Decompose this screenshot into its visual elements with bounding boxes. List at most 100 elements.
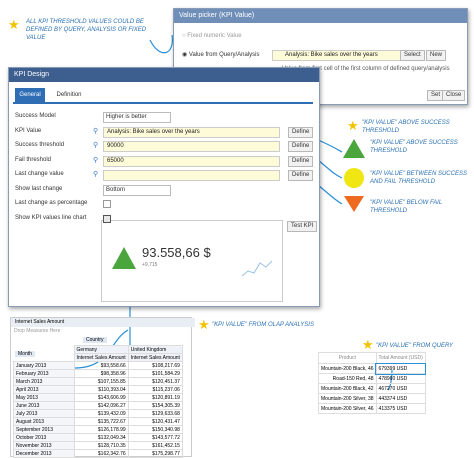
search-icon: ⚲ xyxy=(93,171,99,178)
month-field[interactable]: Month xyxy=(15,351,35,357)
callout: "KPI VALUE" FROM OLAP ANALYSIS xyxy=(212,322,314,328)
pivot-cell: $150,340.98 xyxy=(127,425,183,434)
query-cell: 478960 USD xyxy=(375,373,426,384)
callout: "KPI VALUE" FROM QUERY xyxy=(376,343,454,349)
pivot-cell: $154,305.39 xyxy=(127,401,183,410)
kpi-design-window: KPI Design General Definition 93.558,66 … xyxy=(8,67,320,307)
checkbox[interactable] xyxy=(103,214,111,223)
dropdown[interactable]: Higher is better xyxy=(103,112,171,123)
pivot-cell: $120,431.47 xyxy=(127,417,183,426)
pivot-cell: $128,710.35 xyxy=(73,441,129,450)
row-header: July 2013 xyxy=(13,409,75,418)
text-field[interactable]: 65000 xyxy=(103,155,280,167)
query-cell: Mountain-200 Black, 46 xyxy=(318,363,377,374)
corner xyxy=(14,354,75,362)
window-title: KPI Design xyxy=(9,68,319,82)
column-header: Product xyxy=(318,352,377,364)
radio-query[interactable]: ◉ Value from Query/Analysis xyxy=(182,52,260,58)
pivot-cell: $135,722.67 xyxy=(73,417,129,426)
row-header: October 2013 xyxy=(13,433,75,442)
green-triangle xyxy=(343,139,365,158)
pivot-cell: $129,633.68 xyxy=(127,409,183,418)
checkbox[interactable] xyxy=(103,200,111,208)
search-icon: ⚲ xyxy=(93,142,99,149)
pivot-cell: $93,558.66 xyxy=(73,361,129,370)
pivot-cell: $175,298.77 xyxy=(127,449,183,458)
search-icon: ⚲ xyxy=(93,127,99,135)
pivot-cell: $161,452.15 xyxy=(127,441,183,450)
pivot-row: December 2013 $162,342.76 $175,298.77 xyxy=(13,449,183,458)
pivot-cell: $120,451.37 xyxy=(127,377,183,386)
callout: ALL KPI THRESHOLD VALUES COULD BE DEFINE… xyxy=(26,19,147,41)
tab[interactable]: General xyxy=(15,88,45,102)
query-cell: 467270 USD xyxy=(375,383,426,394)
star-icon: ★ xyxy=(362,337,374,352)
country-field[interactable]: Country xyxy=(83,337,107,343)
header-row: Germany United Kingdom xyxy=(14,345,183,354)
text-field[interactable]: Analysis: Bike sales over the years xyxy=(103,126,280,138)
field-label: KPI Value xyxy=(15,127,42,134)
pivot-cell: $142,096.27 xyxy=(73,401,129,410)
field-label: Last change as percentage xyxy=(15,200,88,206)
pivot-cell: $107,155.85 xyxy=(73,377,129,386)
pivot-row: August 2013 $135,722.67 $120,431.47 xyxy=(13,417,183,426)
query-cell: 413375 USD xyxy=(375,403,426,414)
field-label: Last change value xyxy=(15,171,64,177)
pivot-cell: $98,358.96 xyxy=(73,369,129,378)
row-header: August 2013 xyxy=(13,417,75,426)
define-button[interactable]: Define xyxy=(288,155,314,167)
row-header: May 2013 xyxy=(13,393,75,402)
field-label: Show KPI values line chart xyxy=(15,214,87,221)
pivot-cell: $143,577.72 xyxy=(127,433,183,442)
star-icon: ★ xyxy=(347,118,359,133)
query-table: Product Total Amount (USD) Mountain-200 Bl… xyxy=(318,352,427,414)
sparkline xyxy=(241,260,273,277)
dialog-title: Value picker (KPI Value) xyxy=(174,9,467,23)
radio-fixed[interactable]: ○ Fixed numeric Value xyxy=(182,33,242,39)
pivot-cell: $110,393.04 xyxy=(73,385,129,394)
new-button[interactable]: New xyxy=(426,50,447,61)
callout: "KPI VALUE" ABOVE SUCCESS THRESHOLD xyxy=(370,140,458,154)
pivot-table: Germany United Kingdom Internet Sales Amou… xyxy=(13,345,183,458)
query-field[interactable]: Analysis: Bike sales over the years xyxy=(272,50,406,61)
test-button[interactable]: Test KPI xyxy=(287,221,318,232)
row-header: March 2013 xyxy=(13,377,75,386)
tab[interactable]: Definition xyxy=(56,92,82,98)
query-cell: 443374 USD xyxy=(375,393,426,404)
define-button[interactable]: Define xyxy=(288,170,314,181)
pivot-grid: Internet Sales Amount Drop Measures Here… xyxy=(10,317,195,458)
close-button[interactable]: Close xyxy=(442,90,466,101)
callout: "KPI VALUE" BELOW FAIL THRESHOLD xyxy=(370,200,443,214)
pivot-row: June 2013 $142,096.27 $154,305.39 xyxy=(13,401,183,410)
define-button[interactable]: Define xyxy=(288,126,314,138)
query-row: Mountain-200 Black, 46 679399 USD xyxy=(318,362,427,375)
query-cell: 679399 USD xyxy=(375,362,427,375)
query-cell: Road-150 Red, 48 xyxy=(318,373,377,384)
query-row: Mountain-200 Black, 42 467270 USD xyxy=(318,383,426,394)
tab-bar: General Definition xyxy=(13,88,313,104)
query-row: Mountain-200 Silver, 38 443374 USD xyxy=(318,393,426,404)
kpi-value: 93.558,66 $ xyxy=(142,245,211,260)
text-field[interactable] xyxy=(103,170,280,181)
select-button[interactable]: Select xyxy=(400,50,425,61)
text-field[interactable]: 90000 xyxy=(103,141,280,152)
value-picker-dialog: Value picker (KPI Value) ○ Fixed numeric… xyxy=(173,8,468,105)
field-label: Fail threshold xyxy=(15,156,52,163)
column-header: United Kingdom xyxy=(127,345,183,354)
kpi-indicator xyxy=(112,247,136,269)
define-button[interactable]: Define xyxy=(288,141,314,152)
query-cell: Mountain-200 Silver, 38 xyxy=(318,393,377,404)
pivot-row: April 2013 $110,393.04 $115,237.06 xyxy=(13,385,183,394)
pivot-row: October 2013 $132,049.34 $143,577.72 xyxy=(13,433,183,442)
star-icon: ★ xyxy=(198,317,210,332)
option-label: Fixed numeric Value xyxy=(187,33,242,39)
row-header: September 2013 xyxy=(13,425,75,434)
field-label: Success Model xyxy=(15,113,56,119)
pivot-cell: $120,891.19 xyxy=(127,393,183,402)
row-header: February 2013 xyxy=(13,369,75,378)
header-row: Product Total Amount (USD) xyxy=(318,352,426,364)
dropdown[interactable]: Bottom xyxy=(103,184,171,196)
corner xyxy=(14,346,75,354)
kpi-change: +9,715 xyxy=(142,262,158,268)
